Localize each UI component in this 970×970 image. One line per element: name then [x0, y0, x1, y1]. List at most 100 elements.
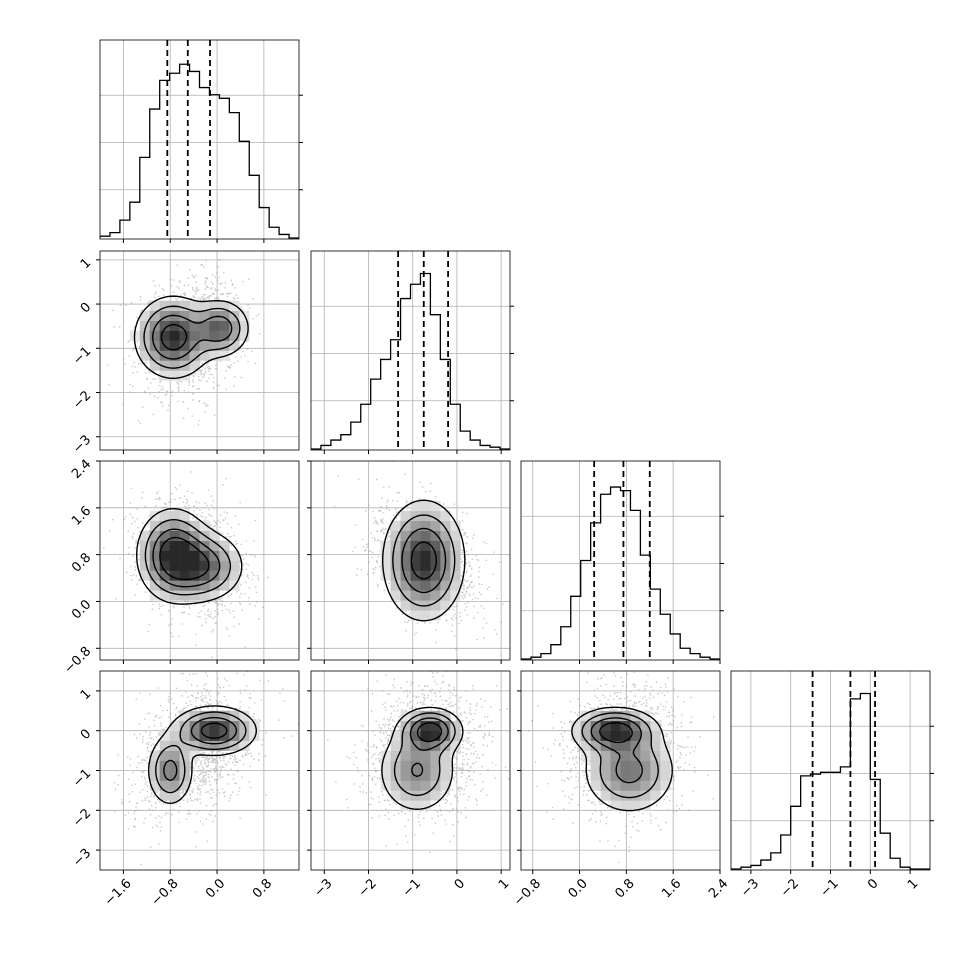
- density-cell: [390, 530, 401, 541]
- density-cell: [159, 330, 170, 341]
- density-cell: [650, 760, 661, 771]
- density-cell: [400, 750, 411, 761]
- contour-line: [151, 314, 233, 360]
- density-cell: [219, 730, 230, 741]
- density-cell: [630, 760, 641, 771]
- density-cell: [159, 580, 170, 591]
- x-tick-label: −1.6: [102, 876, 135, 909]
- density-cell: [149, 780, 160, 791]
- density-cell: [179, 300, 190, 311]
- density-cell: [430, 710, 441, 722]
- density-cell: [430, 500, 441, 512]
- density-cell: [159, 530, 170, 541]
- x-tick-label: 0.8: [612, 876, 637, 901]
- density-cell: [390, 730, 401, 741]
- density-cell: [149, 520, 160, 531]
- density-cell: [209, 530, 220, 541]
- density-cell: [430, 580, 441, 591]
- density-cell: [650, 770, 661, 781]
- density-cell: [450, 520, 461, 531]
- density-cell: [400, 530, 411, 541]
- density-cell: [400, 600, 411, 611]
- density-cell: [219, 540, 230, 551]
- density-cell: [440, 570, 451, 581]
- scatter-panel: [307, 670, 511, 874]
- density-cell: [620, 770, 631, 781]
- density-cell: [580, 720, 591, 731]
- density-cell: [640, 800, 651, 811]
- density-cell: [139, 320, 151, 331]
- density-cell: [209, 710, 220, 722]
- density-cell: [199, 570, 210, 581]
- density-cell: [239, 320, 250, 331]
- density-cell: [610, 780, 621, 791]
- density-cell: [430, 510, 441, 521]
- x-tick-label: 2.4: [706, 876, 731, 901]
- x-tick-label: 1.6: [659, 876, 684, 901]
- density-cell: [149, 330, 160, 341]
- density-cell: [179, 520, 190, 531]
- hist-clip: [521, 461, 720, 660]
- density-cell: [209, 740, 220, 751]
- density-cell: [430, 730, 441, 741]
- density-cell: [169, 350, 180, 361]
- x-tick-label: 0.0: [203, 876, 228, 901]
- density-cell: [219, 320, 230, 331]
- y-tick-label: −3: [70, 846, 94, 870]
- density-cell: [390, 750, 401, 761]
- hist-clip: [100, 40, 299, 239]
- density-cell: [390, 780, 401, 791]
- density-cell: [650, 750, 661, 761]
- density-cell: [450, 590, 461, 601]
- x-tick-label: 0: [865, 876, 881, 892]
- density-cell: [420, 740, 431, 751]
- density-cell: [630, 710, 641, 722]
- density-cell: [650, 740, 661, 751]
- density-cell: [199, 580, 210, 591]
- contour-line: [590, 717, 644, 784]
- density-cell: [169, 340, 180, 351]
- density-cell: [199, 590, 210, 601]
- density-cell: [440, 580, 451, 591]
- density-cell: [440, 740, 451, 751]
- density-cell: [630, 750, 641, 761]
- contour-line: [598, 722, 633, 744]
- density-cell: [420, 560, 431, 571]
- density-cell: [149, 310, 160, 321]
- density-cell: [390, 520, 401, 531]
- density-cell: [430, 530, 441, 541]
- density-cell: [450, 570, 461, 581]
- y-tick-label: 1.6: [69, 504, 94, 529]
- density-cell: [249, 720, 260, 731]
- density-cell: [420, 770, 431, 781]
- density-cell: [420, 540, 431, 551]
- density-cell: [650, 790, 661, 801]
- x-tick-label: −0.8: [511, 876, 544, 909]
- density-cell: [400, 730, 411, 741]
- density-cell: [199, 320, 210, 331]
- density-cell: [169, 530, 180, 541]
- density-cell: [149, 770, 160, 781]
- density-cell: [169, 560, 180, 571]
- density-cell: [209, 330, 220, 341]
- density-cell: [179, 510, 190, 521]
- scatter-clip: [521, 671, 720, 870]
- density-cell: [199, 560, 210, 571]
- density-cell: [600, 730, 611, 741]
- density-cell: [239, 740, 250, 751]
- density-cell: [159, 570, 170, 581]
- density-cell: [380, 540, 391, 551]
- density-cell: [400, 550, 411, 561]
- density-cell: [400, 740, 411, 751]
- density-cell: [169, 770, 180, 781]
- density-cell: [149, 750, 160, 761]
- density-cell: [620, 720, 631, 731]
- density-cell: [600, 760, 611, 771]
- density-cell: [640, 740, 651, 751]
- y-tick-label: 1: [78, 687, 94, 703]
- density-cell: [139, 570, 151, 581]
- density-cell: [440, 720, 451, 731]
- density-cell: [630, 800, 641, 811]
- density-cell: [209, 540, 220, 551]
- contour-line: [392, 514, 456, 607]
